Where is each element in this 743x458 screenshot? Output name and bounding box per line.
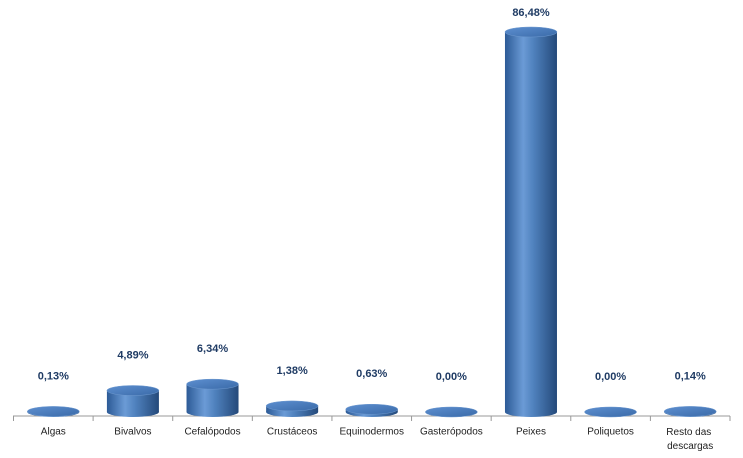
x-tick-label: Poliquetos <box>587 427 634 438</box>
cylinder <box>106 385 160 417</box>
cylinder <box>345 403 398 417</box>
cylinder-top <box>186 378 239 390</box>
value-label: 6,34% <box>197 343 228 355</box>
cylinder-top <box>265 400 319 412</box>
cylinder-top <box>504 26 558 38</box>
value-label: 0,13% <box>38 370 69 382</box>
x-tick-label: Bivalvos <box>114 427 151 438</box>
cylinder <box>663 406 717 417</box>
cylinder <box>584 406 637 418</box>
x-tick-label: Cefalópodos <box>184 427 240 438</box>
x-tick-label: Peixes <box>516 427 546 438</box>
bar <box>504 32 557 412</box>
x-tick-label: Equinodermos <box>340 427 404 438</box>
x-tick-label: Resto das descargas <box>666 427 714 452</box>
x-tick-label: Gasterópodos <box>420 427 483 438</box>
value-label: 0,14% <box>675 370 706 382</box>
cylinder <box>186 378 239 417</box>
x-tick-label: Crustáceos <box>267 427 318 438</box>
bar <box>106 390 159 412</box>
cylinder-top <box>106 385 160 396</box>
value-label: 0,00% <box>436 371 467 383</box>
cylinder-top <box>425 406 478 418</box>
cylinder <box>425 406 478 418</box>
x-tick-label: Algas <box>41 427 66 438</box>
cylinder-top <box>345 403 398 415</box>
cylinder-top <box>27 406 80 417</box>
cylinder-top <box>584 406 637 418</box>
value-label: 86,48% <box>512 7 550 19</box>
value-label: 4,89% <box>117 349 148 361</box>
cylinder <box>265 400 319 417</box>
value-label: 0,63% <box>356 368 387 380</box>
cylinder <box>27 406 80 417</box>
value-label: 0,00% <box>595 371 626 383</box>
value-label: 1,38% <box>277 365 308 377</box>
cylinder <box>504 26 558 417</box>
cylinder-top <box>663 406 717 417</box>
